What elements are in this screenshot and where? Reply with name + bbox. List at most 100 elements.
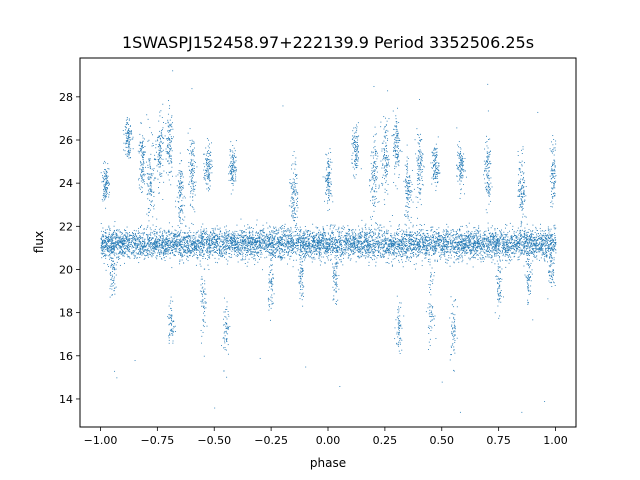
data-point [395, 242, 397, 244]
data-point [377, 224, 378, 226]
data-point [407, 244, 409, 246]
data-point [457, 255, 459, 257]
data-point [461, 235, 463, 237]
data-point [300, 255, 302, 257]
data-point [218, 233, 220, 235]
data-point [191, 250, 192, 252]
data-point [346, 235, 348, 237]
data-point [151, 244, 153, 245]
data-point [121, 238, 123, 239]
data-point [479, 240, 481, 242]
data-point [473, 244, 475, 245]
data-point [308, 245, 310, 247]
data-point [304, 248, 305, 250]
data-point [528, 236, 530, 238]
data-point [209, 236, 211, 238]
data-point [128, 238, 130, 240]
data-point [258, 252, 260, 254]
data-point [224, 256, 226, 258]
data-point [402, 255, 404, 257]
data-point [444, 252, 446, 254]
data-point [255, 238, 257, 240]
data-point [434, 249, 436, 251]
data-point [494, 253, 496, 254]
data-point [373, 231, 375, 233]
data-point [223, 247, 224, 248]
data-point [192, 255, 194, 257]
data-point [313, 235, 314, 237]
data-point [170, 250, 172, 252]
data-point [174, 243, 176, 245]
data-point [173, 233, 175, 235]
data-point [111, 252, 112, 254]
data-point [114, 245, 116, 247]
data-point [531, 246, 533, 248]
data-point [433, 240, 435, 242]
data-point [539, 246, 541, 248]
data-point [419, 245, 421, 246]
data-point [187, 249, 188, 250]
data-point [353, 240, 355, 242]
data-point [124, 240, 126, 242]
data-point [203, 243, 205, 244]
data-point [416, 244, 418, 246]
data-point [183, 242, 185, 244]
data-point [505, 242, 507, 243]
data-point [276, 247, 278, 248]
data-point [200, 232, 202, 234]
data-point [348, 234, 350, 236]
data-point [419, 248, 421, 250]
data-point [552, 246, 554, 248]
data-point [237, 240, 238, 242]
data-point [370, 244, 372, 245]
data-point [269, 249, 270, 250]
data-point [448, 257, 450, 259]
data-point [253, 254, 255, 255]
data-point [242, 232, 244, 234]
data-point [218, 249, 220, 251]
data-point [506, 224, 508, 226]
data-point [132, 238, 134, 240]
data-point [466, 234, 468, 236]
data-point [548, 250, 550, 252]
data-point [216, 242, 218, 244]
data-point [314, 245, 316, 247]
data-point [237, 254, 239, 256]
data-point [364, 249, 366, 251]
data-point [534, 237, 536, 239]
data-point [190, 242, 192, 244]
data-point [355, 261, 357, 263]
data-point [471, 235, 473, 237]
data-point [202, 244, 204, 246]
data-point [132, 236, 134, 238]
data-point [507, 250, 509, 252]
data-point [194, 241, 196, 243]
data-point [465, 225, 467, 226]
data-point [361, 235, 363, 237]
data-point [524, 232, 526, 234]
data-point [355, 229, 357, 231]
data-point [498, 257, 500, 259]
data-point [471, 245, 473, 247]
data-point [147, 242, 149, 244]
data-point [208, 243, 210, 245]
data-point [495, 244, 497, 246]
data-point [352, 249, 354, 251]
data-point [276, 250, 277, 252]
data-point [249, 246, 251, 248]
data-point [266, 249, 268, 251]
data-point [506, 244, 508, 246]
data-point [124, 238, 126, 240]
data-point [424, 246, 425, 248]
data-point [457, 248, 459, 249]
data-point [461, 247, 463, 249]
data-point [162, 238, 164, 240]
data-point [209, 238, 211, 240]
data-point [263, 232, 265, 234]
data-point [396, 240, 398, 242]
data-point [164, 250, 166, 252]
data-point [193, 242, 195, 244]
data-point [549, 240, 551, 242]
data-point [186, 249, 188, 251]
data-point [318, 241, 320, 243]
